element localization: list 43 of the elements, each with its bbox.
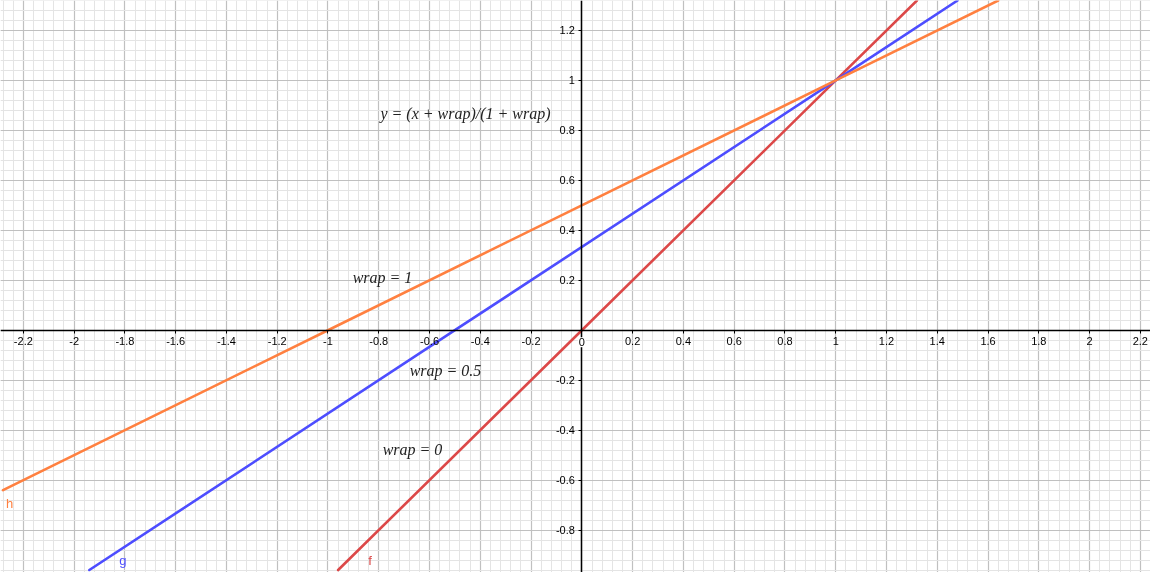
line-series bbox=[1, 0, 1000, 492]
y-tick-label: 0.8 bbox=[559, 124, 575, 137]
x-tick-label: -1.4 bbox=[216, 335, 236, 348]
y-tick-label: 1.2 bbox=[559, 24, 575, 37]
x-tick-label: 2.2 bbox=[1132, 335, 1148, 348]
x-tick-label: -1.2 bbox=[267, 335, 287, 348]
x-tick-label: -1 bbox=[323, 335, 333, 348]
x-tick-label: -2 bbox=[69, 335, 80, 348]
x-tick-label: 2 bbox=[1086, 335, 1093, 348]
line-series bbox=[88, 0, 959, 572]
x-tick-label: 0.6 bbox=[726, 335, 742, 348]
x-tick-label: 0.4 bbox=[675, 335, 692, 348]
x-tick-label: -1.8 bbox=[115, 335, 135, 348]
y-tick-label: -0.8 bbox=[555, 524, 575, 537]
x-tick-label: 1.2 bbox=[878, 335, 895, 348]
x-tick-label: 0.8 bbox=[777, 335, 793, 348]
x-tick-label: -0.6 bbox=[420, 335, 440, 348]
y-tick-label: 1 bbox=[568, 74, 575, 87]
x-tick-label: 0 bbox=[578, 336, 585, 349]
x-tick-label: 1.8 bbox=[1031, 335, 1047, 348]
x-tick-label: 1.4 bbox=[929, 335, 945, 348]
x-tick-label: 0.2 bbox=[624, 335, 641, 348]
y-tick-label: -0.2 bbox=[555, 374, 575, 387]
x-tick-label: -0.2 bbox=[521, 335, 541, 348]
x-tick-label: -0.8 bbox=[369, 335, 389, 348]
y-tick-label: 0.2 bbox=[559, 274, 575, 287]
y-tick-label: 0.6 bbox=[559, 174, 575, 187]
y-tick-label: -0.4 bbox=[555, 424, 575, 437]
x-tick-label: -1.6 bbox=[166, 335, 186, 348]
annotation: wrap = 0.5 bbox=[409, 362, 482, 380]
y-tick-label: -0.6 bbox=[555, 474, 575, 487]
x-tick-label: 1.6 bbox=[980, 335, 996, 348]
annotation: y = (x + wrap)/(1 + wrap) bbox=[378, 105, 551, 123]
series-label: h bbox=[6, 496, 14, 512]
x-tick-label: 1 bbox=[832, 335, 839, 348]
x-tick-label: -2.2 bbox=[13, 335, 33, 348]
x-tick-label: -0.4 bbox=[470, 335, 490, 348]
line-series bbox=[336, 0, 919, 572]
y-tick-label: 0.4 bbox=[559, 224, 575, 237]
series-label: g bbox=[119, 553, 127, 568]
series-label: f bbox=[368, 553, 373, 568]
annotation: wrap = 1 bbox=[352, 269, 413, 287]
annotation: wrap = 0 bbox=[382, 441, 443, 459]
